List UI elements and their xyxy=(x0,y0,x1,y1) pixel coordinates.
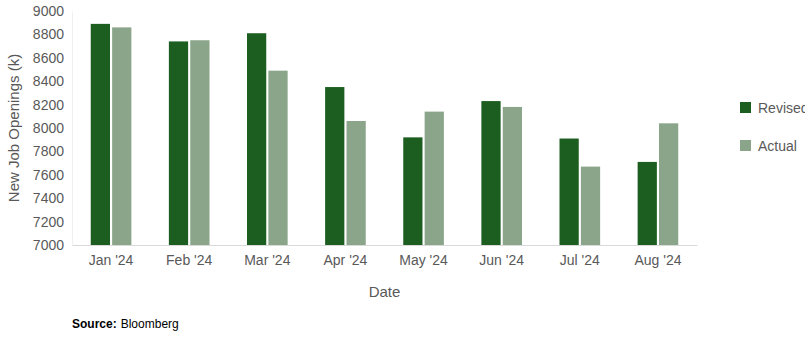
bar xyxy=(403,137,422,245)
y-tick-label: 7000 xyxy=(33,237,64,253)
source-label: Source: xyxy=(72,317,117,331)
bar-series xyxy=(91,24,657,245)
x-tick-label: Mar '24 xyxy=(244,252,290,268)
x-axis-line xyxy=(73,245,698,246)
x-tick: Jun '24 xyxy=(479,245,524,268)
source-text: Bloomberg xyxy=(121,317,179,331)
x-tick-label: Feb '24 xyxy=(166,252,212,268)
bar xyxy=(112,27,131,245)
y-tick: 8800 xyxy=(33,26,72,42)
y-tick: 7000 xyxy=(33,237,72,253)
y-tick-label: 8000 xyxy=(33,120,64,136)
legend-label: Revised xyxy=(758,100,805,116)
x-tick: Apr '24 xyxy=(323,245,367,268)
x-tick-label: Jun '24 xyxy=(479,252,524,268)
source: Source: Bloomberg xyxy=(72,317,179,331)
y-tick: 8400 xyxy=(33,73,72,89)
y-tick: 7200 xyxy=(33,214,72,230)
x-tick: Jul '24 xyxy=(560,245,600,268)
y-axis: 7000 7200 7400 7600 7800 8000 8200 8400 8600 8800… xyxy=(33,3,73,253)
legend: Revised Actual xyxy=(740,100,805,154)
y-tick: 7400 xyxy=(33,190,72,206)
bar xyxy=(503,107,522,245)
bar-series xyxy=(112,27,678,245)
legend-label: Actual xyxy=(758,138,797,154)
plot-area: 7000 7200 7400 7600 7800 8000 8200 8400 8600 8800… xyxy=(33,3,698,268)
chart: 7000 7200 7400 7600 7800 8000 8200 8400 8600 8800… xyxy=(0,0,805,363)
bar xyxy=(425,112,444,245)
x-tick: May '24 xyxy=(399,245,448,268)
x-tick: Mar '24 xyxy=(244,245,290,268)
x-tick-label: Jan '24 xyxy=(89,252,134,268)
y-tick: 7800 xyxy=(33,143,72,159)
x-tick-label: May '24 xyxy=(399,252,448,268)
x-axis-title: Date xyxy=(369,283,401,300)
bar xyxy=(91,24,110,245)
bar xyxy=(268,71,287,245)
y-tick-label: 8400 xyxy=(33,73,64,89)
y-tick-label: 7200 xyxy=(33,214,64,230)
y-tick-label: 7800 xyxy=(33,143,64,159)
bars xyxy=(91,24,679,245)
y-tick: 7600 xyxy=(33,167,72,183)
x-tick-label: Aug '24 xyxy=(634,252,681,268)
bar xyxy=(560,139,579,245)
x-tick: Jan '24 xyxy=(89,245,134,268)
y-tick: 8200 xyxy=(33,97,72,113)
y-axis-title: New Job Openings (k) xyxy=(5,54,22,202)
legend-swatch xyxy=(740,102,751,113)
y-tick: 9000 xyxy=(33,3,72,19)
y-tick-label: 8200 xyxy=(33,97,64,113)
bar xyxy=(169,41,188,245)
x-tick-label: Jul '24 xyxy=(560,252,600,268)
bar xyxy=(347,121,366,245)
y-tick-label: 7400 xyxy=(33,190,64,206)
x-tick-label: Apr '24 xyxy=(323,252,367,268)
bar xyxy=(190,40,209,245)
y-tick-label: 8800 xyxy=(33,26,64,42)
y-tick: 8600 xyxy=(33,50,72,66)
y-tick-label: 7600 xyxy=(33,167,64,183)
x-tick: Aug '24 xyxy=(634,245,681,268)
x-axis: Jan '24 Feb '24 Mar '24 Apr '24 May '24 Jun '… xyxy=(73,245,698,268)
bar xyxy=(247,33,266,245)
y-axis-line xyxy=(72,12,73,246)
bar xyxy=(581,167,600,245)
y-tick-label: 8600 xyxy=(33,50,64,66)
bar xyxy=(325,87,344,245)
bar xyxy=(481,101,500,245)
x-tick: Feb '24 xyxy=(166,245,212,268)
bar xyxy=(638,162,657,245)
bar xyxy=(659,123,678,245)
y-tick: 8000 xyxy=(33,120,72,136)
y-tick-label: 9000 xyxy=(33,3,64,19)
legend-swatch xyxy=(740,140,751,151)
